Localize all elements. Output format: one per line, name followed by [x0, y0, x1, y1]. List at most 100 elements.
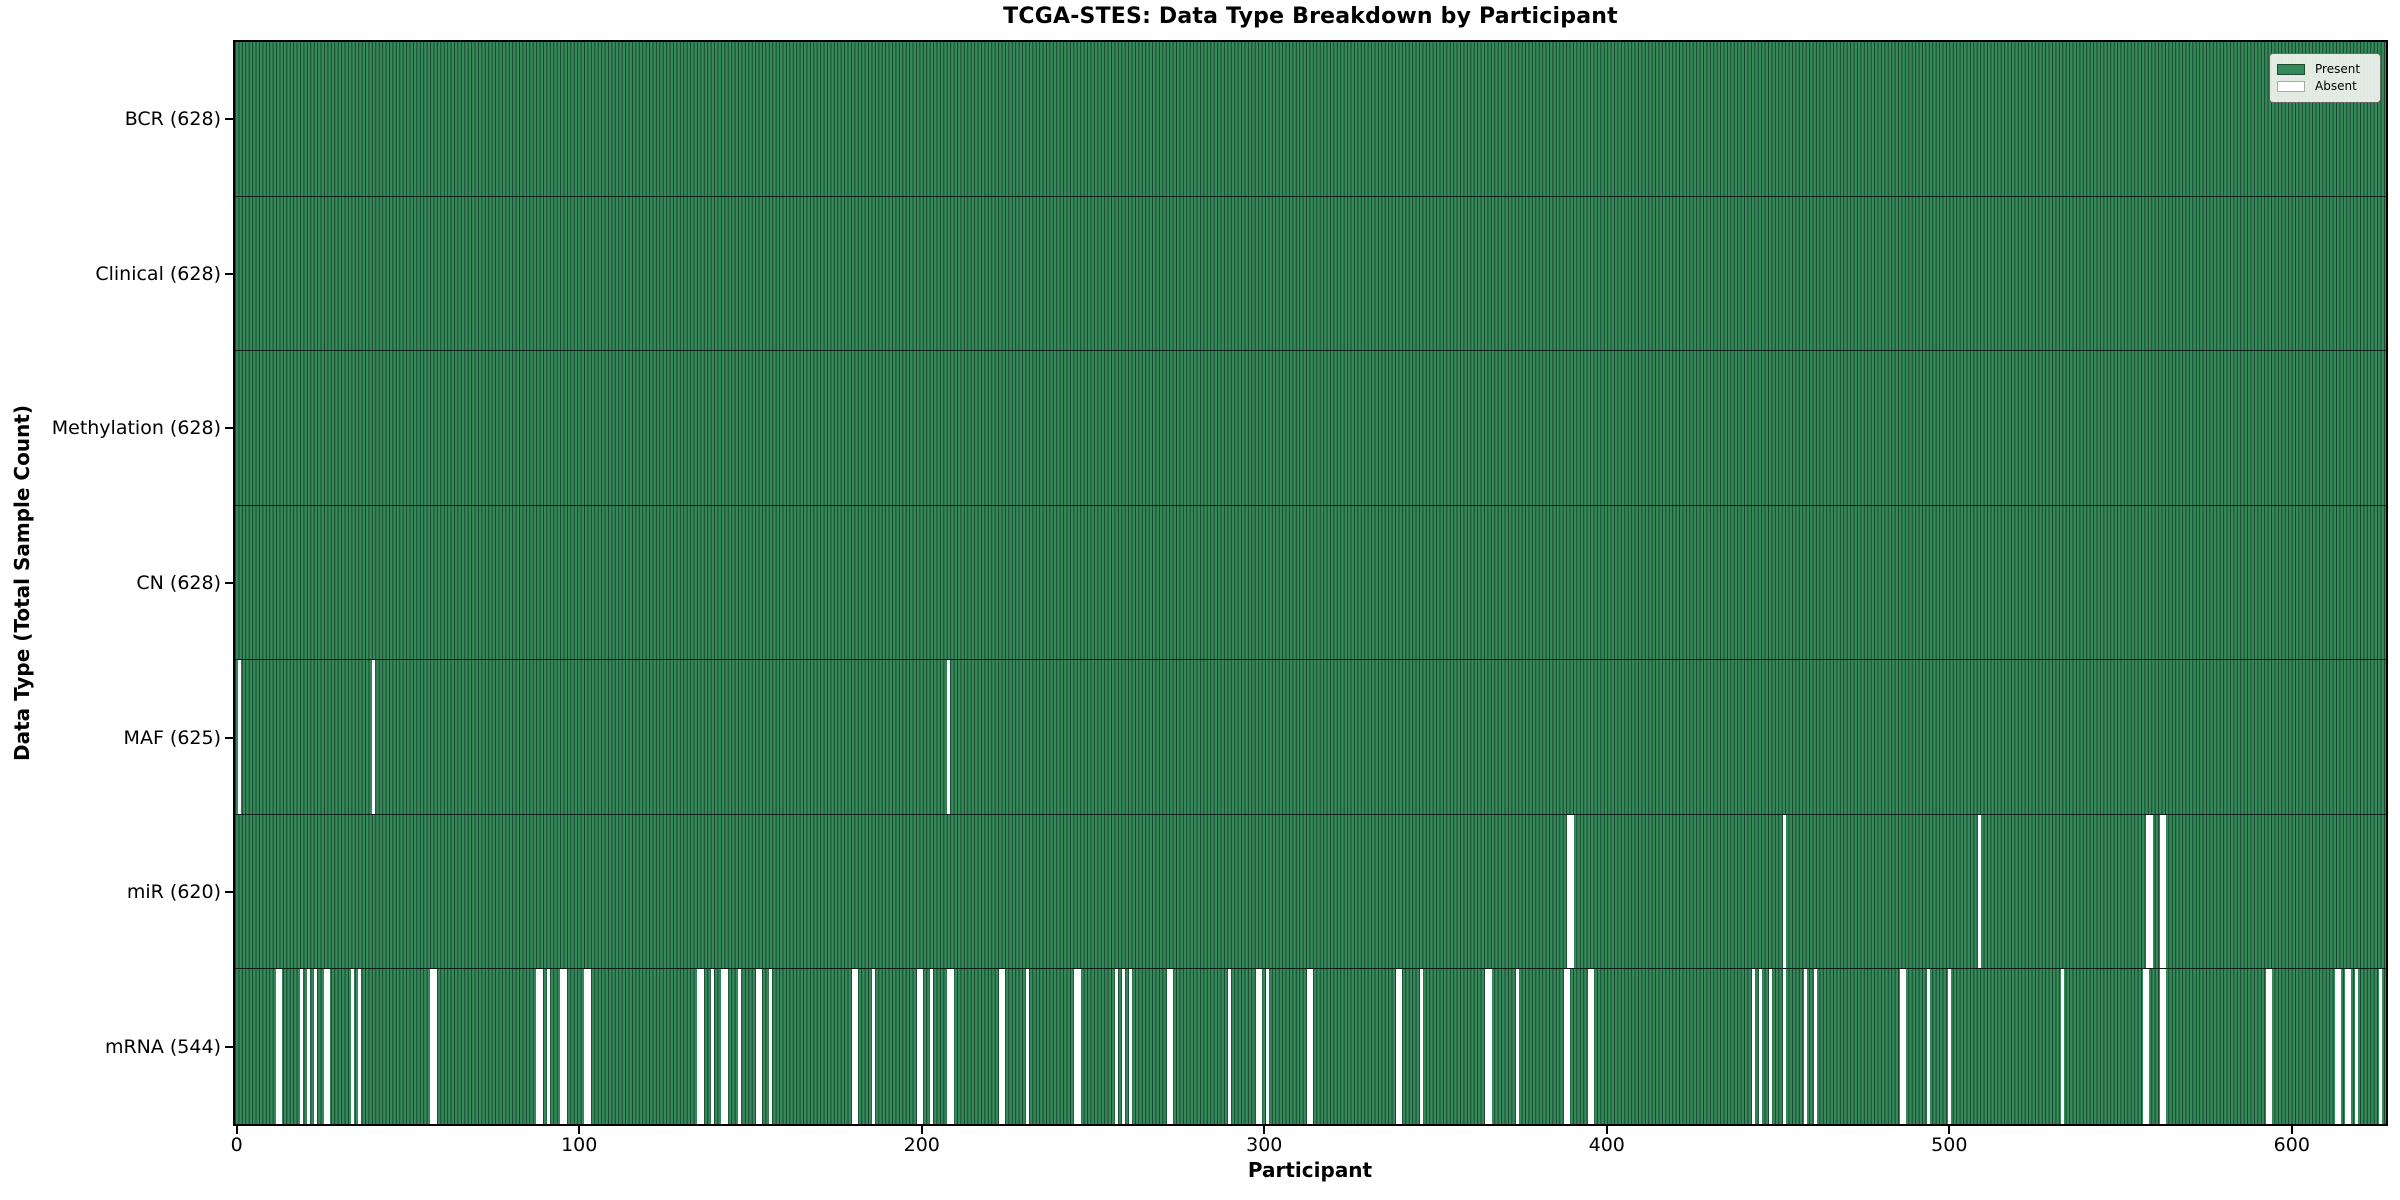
absent-mark — [536, 969, 543, 1124]
y-tick-mark — [225, 118, 233, 121]
absent-mark — [947, 969, 954, 1124]
presence-row-maf — [235, 660, 2386, 815]
absent-mark — [2142, 969, 2150, 1124]
legend-entry-absent: Absent — [2277, 79, 2373, 93]
y-tick-mark — [225, 582, 233, 584]
absent-mark — [2159, 969, 2167, 1124]
absent-mark — [1947, 969, 1951, 1124]
x-tick-label-400: 400 — [1588, 1134, 1625, 1156]
absent-mark — [1516, 969, 1519, 1124]
legend-swatch-absent — [2277, 80, 2305, 92]
plot-area: Present Absent — [233, 40, 2388, 1126]
absent-mark — [238, 660, 242, 814]
y-tick-label-bcr: BCR (628) — [124, 108, 221, 131]
presence-row-mrna — [235, 969, 2386, 1124]
x-tick-label-600: 600 — [2273, 1134, 2310, 1156]
figure-title: TCGA-STES: Data Type Breakdown by Partic… — [1003, 4, 1618, 29]
absent-mark — [1074, 969, 1081, 1124]
absent-mark — [430, 969, 437, 1124]
absent-mark — [1115, 969, 1119, 1124]
x-tick-mark — [2290, 1126, 2293, 1134]
x-tick-mark — [1605, 1126, 1608, 1134]
absent-mark — [1783, 969, 1787, 1124]
y-tick-mark — [225, 427, 233, 430]
presence-row-clinical — [235, 196, 2386, 352]
x-tick-label-200: 200 — [903, 1134, 940, 1156]
legend-swatch-present — [2277, 63, 2305, 75]
absent-mark — [313, 969, 317, 1124]
absent-mark — [1587, 969, 1595, 1124]
y-tick-label-mir: miR (620) — [126, 881, 221, 904]
absent-mark — [1128, 969, 1132, 1124]
absent-mark — [1803, 969, 1807, 1124]
x-axis-label: Participant — [1247, 1158, 1373, 1182]
absent-mark — [300, 969, 303, 1124]
absent-mark — [1228, 969, 1232, 1124]
absent-mark — [1485, 969, 1492, 1124]
absent-mark — [769, 969, 773, 1124]
absent-mark — [1759, 969, 1763, 1124]
absent-mark — [1420, 969, 1424, 1124]
absent-mark — [2159, 814, 2167, 969]
absent-mark — [998, 969, 1006, 1124]
absent-mark — [306, 969, 310, 1124]
absent-mark — [851, 969, 858, 1124]
absent-mark — [2334, 969, 2341, 1124]
absent-mark — [1255, 969, 1263, 1124]
absent-mark — [1927, 969, 1930, 1124]
absent-mark — [1026, 969, 1030, 1124]
absent-mark — [1563, 969, 1571, 1124]
absent-mark — [711, 969, 715, 1124]
y-tick-label-clinical: Clinical (628) — [95, 262, 221, 285]
absent-mark — [1567, 814, 1574, 969]
absent-mark — [1166, 969, 1173, 1124]
presence-row-cn — [235, 505, 2386, 661]
absent-mark — [546, 969, 550, 1124]
absent-mark — [276, 969, 283, 1124]
absent-mark — [2146, 814, 2153, 969]
presence-row-bcr — [235, 42, 2386, 197]
absent-mark — [1978, 814, 1982, 969]
absent-mark — [1265, 969, 1269, 1124]
absent-mark — [1899, 969, 1906, 1124]
absent-mark — [358, 969, 362, 1124]
y-tick-label-mrna: mRNA (544) — [104, 1035, 221, 1058]
absent-mark — [2355, 969, 2359, 1124]
x-tick-label-500: 500 — [1931, 1134, 1968, 1156]
absent-mark — [2344, 969, 2352, 1124]
absent-mark — [560, 969, 567, 1124]
x-tick-mark — [578, 1126, 581, 1134]
absent-mark — [584, 969, 591, 1124]
absent-mark — [1783, 814, 1787, 969]
absent-mark — [372, 660, 375, 814]
absent-mark — [1813, 969, 1817, 1124]
legend-label-present: Present — [2315, 62, 2361, 76]
absent-mark — [1752, 969, 1756, 1124]
legend: Present Absent — [2269, 53, 2381, 103]
absent-mark — [916, 969, 923, 1124]
absent-mark — [1769, 969, 1773, 1124]
absent-mark — [2266, 969, 2273, 1124]
absent-mark — [2060, 969, 2064, 1124]
y-tick-label-methylation: Methylation (628) — [51, 417, 221, 440]
presence-row-methylation — [235, 351, 2386, 506]
y-tick-label-maf: MAF (625) — [123, 726, 221, 749]
absent-mark — [721, 969, 728, 1124]
absent-mark — [738, 969, 742, 1124]
x-tick-mark — [920, 1126, 923, 1134]
absent-mark — [324, 969, 331, 1124]
x-tick-mark — [1263, 1126, 1266, 1134]
absent-mark — [1396, 969, 1403, 1124]
absent-mark — [872, 969, 875, 1124]
y-tick-mark — [225, 736, 233, 739]
absent-mark — [947, 660, 951, 814]
absent-mark — [1122, 969, 1126, 1124]
absent-mark — [697, 969, 704, 1124]
y-tick-mark — [225, 891, 233, 894]
x-tick-label-300: 300 — [1246, 1134, 1283, 1156]
absent-mark — [1307, 969, 1314, 1124]
absent-mark — [930, 969, 934, 1124]
legend-entry-present: Present — [2277, 62, 2373, 76]
x-tick-mark — [235, 1126, 238, 1134]
